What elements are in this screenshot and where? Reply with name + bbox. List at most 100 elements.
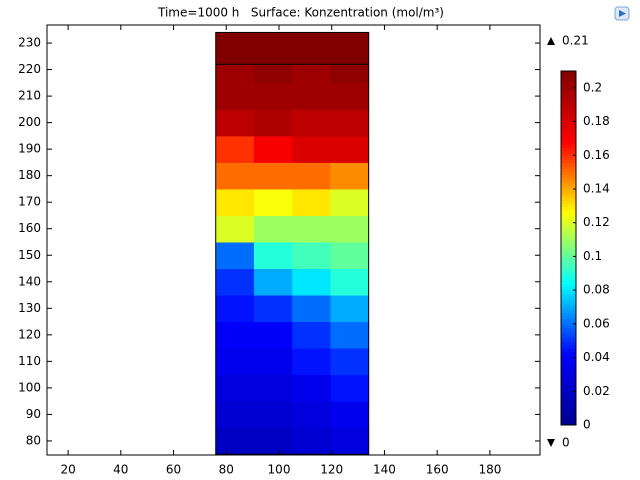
x-tick-label: 180 — [478, 463, 501, 477]
colorbar-step — [561, 401, 576, 405]
colorbar-step — [561, 203, 576, 208]
colorbar-step — [561, 304, 576, 308]
colorbar-step — [561, 100, 576, 104]
colorbar-step — [561, 324, 576, 329]
colorbar-tick-label: 0.06 — [583, 316, 610, 330]
min-label: 0 — [562, 436, 570, 450]
heat-cell — [292, 374, 331, 402]
heat-cell — [292, 64, 331, 84]
colorbar-step — [561, 404, 576, 408]
colorbar-step — [561, 206, 576, 211]
colorbar-step — [561, 342, 576, 346]
heat-cell — [215, 188, 255, 216]
colorbar-step — [561, 156, 576, 160]
colorbar-step — [561, 318, 576, 323]
icon-glyph — [619, 10, 626, 17]
colorbar-step — [561, 250, 576, 255]
colorbar-step — [561, 348, 576, 352]
colorbar-step — [561, 209, 576, 214]
heat-cell — [253, 401, 293, 429]
colorbar-step — [561, 135, 576, 140]
y-tick-label: 110 — [18, 354, 41, 368]
heat-cell — [330, 348, 370, 376]
heat-cell — [253, 348, 293, 376]
colorbar-step — [561, 354, 576, 358]
colorbar-step — [561, 309, 576, 314]
heat-cell — [215, 268, 255, 296]
colorbar-step — [561, 301, 576, 305]
colorbar-step — [561, 183, 576, 187]
heat-cell — [330, 188, 370, 216]
colorbar-step — [561, 162, 576, 166]
colorbar-step — [561, 312, 576, 317]
heat-cell — [215, 109, 255, 137]
heat-cell — [292, 268, 331, 296]
x-tick-label: 80 — [219, 463, 234, 477]
colorbar-step — [561, 256, 576, 261]
colorbar-step — [561, 147, 576, 152]
colorbar-step — [561, 333, 576, 337]
x-tick-label: 20 — [60, 463, 75, 477]
heat-cell — [253, 135, 293, 163]
heat-cell — [253, 215, 293, 243]
colorbar-step — [561, 200, 576, 205]
colorbar-tick-label: 0.14 — [583, 182, 610, 196]
heat-cell — [330, 135, 370, 163]
colorbar-step — [561, 422, 576, 426]
colorbar-step — [561, 419, 576, 423]
colorbar-step — [561, 144, 576, 149]
heat-cell — [215, 401, 255, 429]
y-tick-label: 180 — [18, 168, 41, 182]
heat-cell — [215, 295, 255, 323]
y-tick-label: 100 — [18, 380, 41, 394]
colorbar-step — [561, 197, 576, 202]
heat-cell — [292, 295, 331, 323]
domain-outline — [215, 31, 370, 455]
colorbar-step — [561, 186, 576, 190]
colorbar-step — [561, 174, 576, 178]
colorbar-step — [561, 416, 576, 420]
toolbar-icon[interactable] — [614, 6, 630, 21]
colorbar-step — [561, 115, 576, 119]
heat-cell — [253, 82, 293, 110]
heat-cell — [253, 32, 293, 65]
x-tick-label: 140 — [373, 463, 396, 477]
colorbar-step — [561, 112, 576, 116]
y-tick-label: 80 — [26, 433, 41, 447]
colorbar-step — [561, 407, 576, 411]
heat-cell — [215, 215, 255, 243]
heat-cell — [292, 241, 331, 270]
heat-cell — [330, 162, 370, 190]
colorbar-step — [561, 76, 576, 81]
colorbar-step — [561, 127, 576, 131]
colorbar-step — [561, 109, 576, 113]
heat-cell — [253, 241, 293, 270]
heat-cell — [292, 162, 331, 190]
colorbar-step — [561, 150, 576, 155]
colorbar-step — [561, 374, 576, 379]
colorbar-step — [561, 357, 576, 361]
colorbar-step — [561, 360, 576, 364]
colorbar-step — [561, 380, 576, 385]
heat-cell — [330, 427, 370, 455]
colorbar-step — [561, 392, 576, 396]
colorbar-step — [561, 280, 576, 284]
colorbar-tick-label: 0.02 — [583, 384, 610, 398]
heat-cell — [292, 348, 331, 376]
colorbar-step — [561, 194, 576, 199]
heat-cell — [253, 427, 293, 455]
colorbar-frame — [560, 70, 577, 426]
heat-cell — [292, 215, 331, 243]
colorbar-step — [561, 132, 576, 137]
colorbar-step — [561, 395, 576, 399]
colorbar-step — [561, 124, 576, 128]
colorbar-step — [561, 82, 576, 87]
colorbar-step — [561, 274, 576, 278]
colorbar-step — [561, 168, 576, 172]
heat-cell — [330, 215, 370, 243]
colorbar-step — [561, 85, 576, 90]
colorbar-step — [561, 271, 576, 276]
colorbar-tick-label: 0 — [583, 418, 591, 432]
colorbar-step — [561, 165, 576, 169]
